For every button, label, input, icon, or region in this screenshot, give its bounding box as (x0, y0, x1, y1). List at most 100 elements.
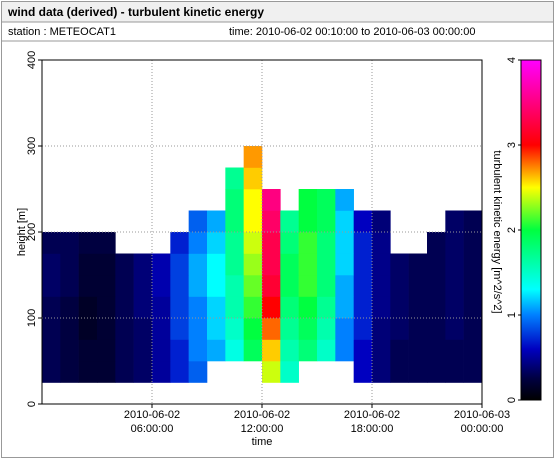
heat-cell (390, 339, 409, 362)
heat-cell (188, 318, 208, 340)
heat-cell (207, 232, 226, 254)
heat-cell (133, 253, 153, 276)
heat-cell (225, 275, 244, 297)
heat-cell (390, 318, 409, 340)
y-axis-label: height [m] (16, 208, 28, 256)
heat-cell (207, 275, 226, 297)
x-axis-label: time (252, 436, 273, 448)
heat-cell (262, 189, 281, 211)
heat-cell (262, 232, 281, 254)
heat-cell (170, 275, 189, 297)
heat-cell (60, 275, 79, 297)
colorbar-tick-label: 1 (506, 312, 518, 318)
heat-cell (97, 318, 116, 340)
heat-cell (427, 275, 446, 297)
heat-cell (353, 232, 373, 254)
heat-cell (298, 189, 318, 211)
heat-cell (280, 296, 299, 319)
x-tick-label: 18:00:00 (351, 423, 394, 435)
heat-cell (115, 339, 134, 362)
y-tick-label: 400 (26, 51, 38, 69)
heat-cell (335, 296, 354, 319)
heat-cell (78, 339, 98, 362)
colorbar-label: turbulent kinetic energy [m^2/s^2] (491, 150, 503, 313)
heat-cell (372, 253, 391, 276)
heat-cell (60, 232, 79, 254)
heat-cell (188, 210, 208, 233)
heat-cell (115, 275, 134, 297)
heat-cell (60, 296, 79, 319)
heat-cell (243, 253, 263, 276)
x-tick-label: 2010-06-03 (454, 409, 510, 421)
heat-cell (60, 361, 79, 383)
heat-cell (408, 275, 428, 297)
heat-cell (463, 275, 483, 297)
heat-cell (188, 339, 208, 362)
heat-cell (60, 339, 79, 362)
x-tick-label: 06:00:00 (131, 423, 174, 435)
heat-cell (243, 275, 263, 297)
heat-cell (298, 318, 318, 340)
heat-cell (152, 361, 171, 383)
heat-cell (408, 318, 428, 340)
heat-cell (317, 275, 336, 297)
y-tick-label: 0 (26, 401, 38, 407)
heat-cell (427, 318, 446, 340)
colorbar-tick-label: 3 (506, 142, 518, 148)
heat-cell (243, 296, 263, 319)
colorbar-tick-label: 4 (506, 57, 518, 63)
x-tick-label: 2010-06-02 (344, 409, 400, 421)
heat-cell (317, 189, 336, 211)
heat-cell (262, 318, 281, 340)
heat-cell (408, 253, 428, 276)
heat-cell (225, 189, 244, 211)
heat-cell (317, 296, 336, 319)
heat-cell (170, 253, 189, 276)
heat-cell (353, 253, 373, 276)
heat-cell (207, 253, 226, 276)
plot-frame (41, 59, 483, 405)
heat-cell (335, 275, 354, 297)
heat-cell (170, 296, 189, 319)
heat-cell (427, 339, 446, 362)
heat-cell (445, 296, 464, 319)
heat-cell (262, 275, 281, 297)
heat-cell (372, 318, 391, 340)
heat-cell (335, 318, 354, 340)
heat-cell (317, 318, 336, 340)
heat-cell (225, 253, 244, 276)
heat-cell (115, 253, 134, 276)
colorbar-tick-label: 0 (506, 397, 518, 403)
heat-cell (372, 210, 391, 233)
heat-cell (317, 339, 336, 362)
heat-cell (243, 189, 263, 211)
heat-cell (317, 210, 336, 233)
heat-cell (225, 296, 244, 319)
heat-cell (298, 232, 318, 254)
heat-cell (243, 318, 263, 340)
heat-cell (463, 318, 483, 340)
heat-cell (170, 339, 189, 362)
heat-cell (280, 232, 299, 254)
heat-cell (390, 361, 409, 383)
heat-cell (133, 361, 153, 383)
heat-cell (243, 232, 263, 254)
heat-cell (133, 296, 153, 319)
heat-cell (463, 253, 483, 276)
heat-cell (78, 275, 98, 297)
heat-cell (97, 232, 116, 254)
heat-cell (372, 275, 391, 297)
heat-cell (463, 296, 483, 319)
heat-cell (133, 275, 153, 297)
heat-cell (188, 253, 208, 276)
heat-cell (60, 253, 79, 276)
heat-cell (262, 296, 281, 319)
heat-cell (445, 232, 464, 254)
time-range: time: 2010-06-02 00:10:00 to 2010-06-03 … (229, 26, 475, 38)
heat-cell (427, 296, 446, 319)
heat-cell (225, 167, 244, 190)
heat-cell (445, 361, 464, 383)
heat-cell (42, 339, 61, 362)
heat-cell (280, 339, 299, 362)
x-tick-label: 2010-06-02 (234, 409, 290, 421)
